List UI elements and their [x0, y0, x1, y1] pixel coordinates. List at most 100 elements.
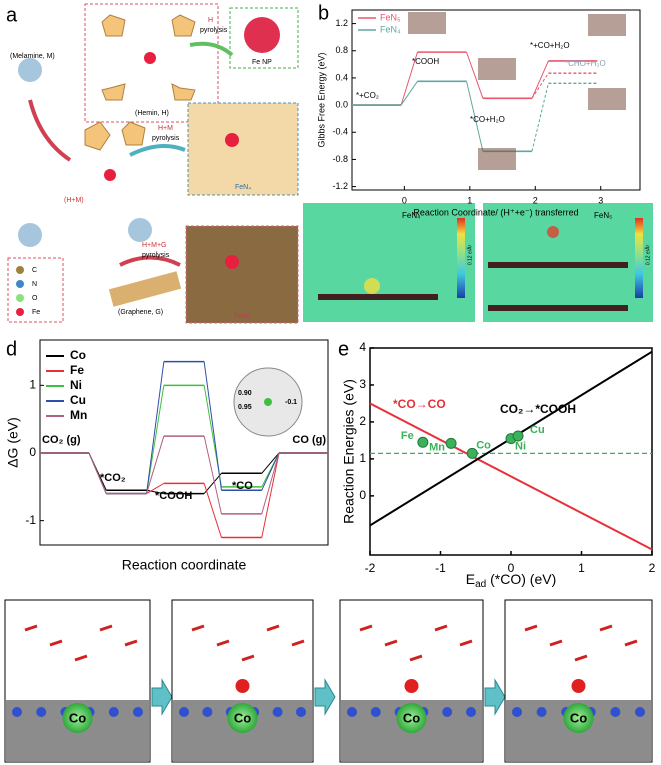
water — [124, 639, 138, 647]
n-atom — [635, 707, 645, 717]
density-map — [303, 203, 475, 322]
co-atom — [227, 703, 258, 733]
colorbar — [635, 218, 643, 298]
level-label: *CO — [232, 480, 253, 492]
level-label: CO (g) — [292, 434, 326, 446]
legend-label: Fe — [32, 309, 40, 316]
level-connector — [146, 483, 165, 495]
water — [24, 624, 38, 632]
data-point — [417, 436, 429, 448]
level-connector — [466, 81, 484, 152]
step-arrow — [314, 678, 336, 716]
inset-label: 0.90 — [238, 390, 252, 397]
x-tick-label: 2 — [533, 195, 538, 205]
sheet — [488, 305, 628, 311]
arrow — [119, 255, 181, 267]
level-connector — [146, 435, 165, 494]
melamine — [128, 218, 152, 242]
colorbar-label: 0.12 e/Å³ — [644, 245, 651, 266]
step-arrow — [484, 678, 506, 716]
n-atom — [133, 707, 143, 717]
adsorbate — [404, 679, 419, 693]
sheet — [318, 294, 438, 300]
water — [434, 624, 448, 632]
water — [599, 624, 613, 632]
n-atom — [108, 707, 119, 717]
label: pyrolysis — [142, 252, 170, 259]
level-connector — [203, 435, 222, 514]
point-label: Co — [476, 439, 491, 451]
panel-f: Co Co Co Co — [4, 599, 653, 763]
arrow — [28, 99, 72, 162]
dashed-connector — [531, 83, 549, 152]
x-axis-title: Reaction coordinate — [122, 557, 247, 573]
legend-label: C — [32, 267, 37, 274]
legend-label: Fe — [70, 363, 84, 377]
legend-swatch — [16, 280, 24, 288]
y-tick-label: 1.2 — [335, 18, 348, 28]
level-connector — [146, 361, 165, 494]
level-label: *COOH — [155, 490, 192, 502]
x-tick-label: -1 — [435, 561, 446, 575]
point-label: Cu — [530, 424, 545, 436]
label: FeN₅ — [234, 313, 250, 320]
n-atom — [179, 707, 189, 717]
panel-a-labels: (Melamine, M) (Hemin, H) H pyrolysis Fe … — [10, 17, 272, 320]
water — [241, 654, 255, 662]
point-label: Mn — [429, 441, 445, 453]
annotation: *CO+H₂O — [470, 115, 505, 124]
legend-label: FeN₄ — [380, 24, 401, 34]
label: H — [208, 17, 213, 24]
legend-label: FeN₅ — [380, 12, 401, 22]
label: (Melamine, M) — [10, 53, 55, 60]
legend-label: Cu — [70, 393, 86, 407]
fe-atom — [144, 52, 156, 64]
y-axis-title: ΔG (eV) — [5, 417, 21, 468]
y-tick-label: 4 — [359, 340, 366, 354]
density-blob — [547, 226, 559, 238]
step-arrow — [151, 678, 173, 716]
water — [549, 639, 563, 647]
level-connector — [531, 60, 549, 99]
charts: -1.2 -0.8 -0.4 0.0 0.4 0.8 1.2 0 1 2 3 Gibbs Free E… — [5, 9, 656, 590]
y-tick-label: 1 — [359, 451, 366, 465]
data-point — [445, 437, 457, 449]
n-atom — [442, 707, 453, 717]
n-atom — [512, 707, 522, 717]
map-label: FeN₅ — [594, 211, 612, 220]
level-connector — [203, 483, 222, 538]
atom-label: Co — [234, 710, 251, 725]
level-connector — [146, 489, 164, 495]
annotation: *COOH — [412, 57, 439, 66]
x-axis-title-part: ad — [475, 579, 486, 590]
plot-frame — [351, 9, 641, 191]
legend-label: Ni — [70, 378, 82, 392]
n-atom — [36, 707, 47, 717]
level-label: CO₂ (g) — [42, 434, 81, 446]
x-tick-label: 1 — [578, 561, 585, 575]
legend-label: Co — [70, 348, 86, 362]
y-tick-label: -0.8 — [332, 154, 348, 164]
line-label: *CO→CO — [393, 397, 446, 411]
panel-c: FeN₄ 0.12 e/Å³ FeN₅ 0.12 e/Å³ — [303, 203, 653, 322]
legend-box — [7, 257, 64, 323]
level-connector — [203, 361, 222, 491]
y-tick-label: 2 — [359, 414, 366, 428]
sheet — [488, 262, 628, 268]
structure-image — [588, 88, 626, 110]
atom-label: Co — [570, 710, 587, 725]
x-axis-title-part: (*CO) (eV) — [486, 571, 556, 587]
n-atom — [202, 707, 213, 717]
water — [191, 624, 205, 632]
label: (H+M) — [64, 197, 84, 204]
structure-image — [478, 148, 516, 170]
y-tick-label: 0 — [29, 445, 36, 459]
n-atom — [536, 707, 547, 717]
plot-frame — [369, 347, 653, 556]
x-tick-label: 1 — [467, 195, 472, 205]
label: H+M — [158, 125, 173, 132]
panel-letter: d — [6, 338, 17, 360]
annotation: *+CO₂ — [356, 91, 379, 100]
y-tick-label: -1.2 — [332, 181, 348, 191]
legend-swatch — [16, 308, 24, 316]
